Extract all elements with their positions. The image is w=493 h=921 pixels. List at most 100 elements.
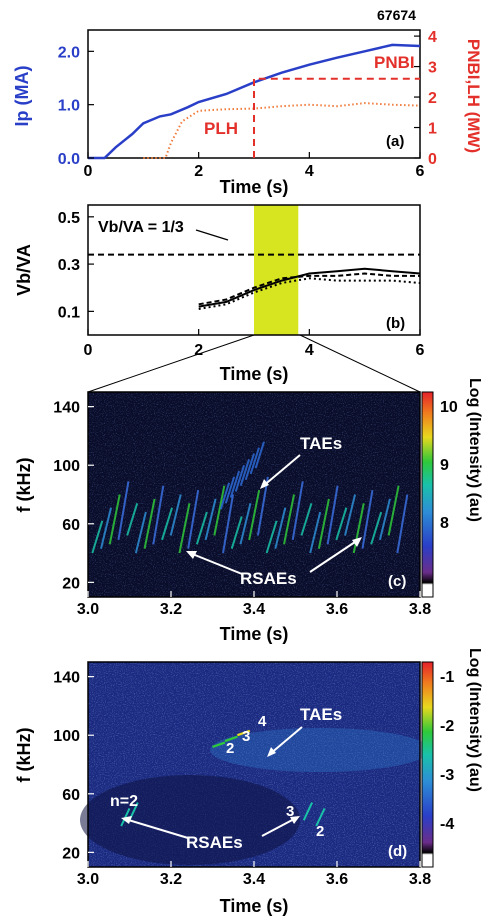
- panel-d-y-label: f (kHz): [14, 728, 34, 783]
- panel-a-x-label: Time (s): [220, 177, 289, 197]
- panel-b-x-label: Time (s): [220, 364, 289, 384]
- y-tick-label-right: 2: [428, 90, 437, 107]
- arrow-taes-c: [261, 454, 301, 488]
- rsae-mode-streak: [302, 802, 314, 821]
- arrowhead-rsaes-c-right: [352, 537, 362, 547]
- y-tick-label: 0.3: [58, 257, 80, 274]
- x-tick-label: 3.6: [326, 871, 348, 888]
- panel-c: 3.0 3.2 3.4 3.6 3.8 20 60 100 140 10 9 8 Log (Int…: [14, 378, 483, 644]
- y-tick-label: 140: [53, 670, 80, 687]
- rsae-streak: [187, 489, 200, 549]
- mode-label-n2: n=2: [110, 793, 138, 810]
- panel-a: 67674 0 2 4 6 0.0 1.0 2.0 0 1 2 3 4 Time (s) Ip (…: [12, 7, 483, 197]
- panel-d-colorbar-label: Log (Intensity) (au): [466, 648, 483, 792]
- panel-d-y-ticks: 20 60 100 140: [53, 670, 94, 862]
- tae-mode-streak: [224, 735, 238, 743]
- rsae-streak: [108, 494, 121, 545]
- rsae-streak: [178, 503, 191, 554]
- x-tick-label: 2: [194, 163, 203, 180]
- rsae-streak: [274, 507, 287, 549]
- zoom-line-right: [299, 334, 421, 393]
- tae-streak: [229, 470, 241, 498]
- colorbar-tick-label: -1: [440, 669, 454, 686]
- panel-d-x-label: Time (s): [220, 896, 289, 916]
- panel-a-y-ticks-left: 0.0 1.0 2.0: [58, 44, 94, 168]
- rsae-streak: [387, 485, 400, 536]
- arrowhead-rsaes-d-right: [290, 816, 300, 824]
- rsae-streak: [239, 503, 252, 545]
- arrowhead-rsaes-d-left: [121, 816, 132, 824]
- rsae-mode-streak: [315, 808, 326, 827]
- y-tick-label: 140: [53, 400, 80, 417]
- vb-va-series-3: [198, 277, 421, 310]
- panel-c-modes: [91, 441, 409, 554]
- y-tick-label-left: 1.0: [58, 98, 80, 115]
- panel-b-series: [198, 267, 421, 310]
- tae-streak: [239, 459, 250, 487]
- y-tick-label: 100: [53, 728, 80, 745]
- panel-d-dark-region: [80, 775, 300, 865]
- tae-streak: [249, 447, 260, 475]
- panel-c-colorbar-label: Log (Intensity) (au): [466, 378, 483, 522]
- rsae-streak: [126, 502, 139, 536]
- y-tick-label: 60: [62, 517, 80, 534]
- rsae-streak: [213, 485, 226, 536]
- y-tick-label-right: 3: [428, 60, 437, 77]
- panel-d-x-ticks: 3.0 3.2 3.4 3.6 3.8: [77, 861, 431, 888]
- colorbar-tick-label: -4: [440, 816, 454, 833]
- y-tick-label: 0.5: [58, 210, 80, 227]
- rsae-streak: [396, 494, 409, 554]
- rsae-streak: [248, 489, 261, 541]
- vb-va-series-2: [198, 272, 420, 306]
- mode-label-2: 2: [226, 740, 234, 757]
- x-tick-label: 3.4: [243, 601, 265, 618]
- panel-a-y-label-left: Ip (MA): [12, 66, 32, 127]
- arrow-rsaes-c-left: [189, 552, 243, 575]
- rsae-streak: [283, 494, 296, 545]
- vb-va-series-1: [198, 267, 421, 308]
- rsae-streak: [256, 476, 269, 536]
- x-tick-label: 4: [305, 342, 314, 359]
- series-ip: [88, 43, 421, 160]
- rsae-streak: [117, 481, 130, 541]
- arrowhead-rsaes-c-left: [186, 551, 197, 559]
- x-tick-label: 3.6: [326, 601, 348, 618]
- rsae-streak: [344, 494, 357, 536]
- colorbar-tick-label: 8: [440, 515, 449, 532]
- panel-a-y-ticks-right: 0 1 2 3 4: [414, 29, 437, 168]
- x-tick-label: 0: [84, 342, 93, 359]
- panel-d-colorbar: [421, 661, 434, 868]
- annotation-taes-d: TAEs: [300, 705, 342, 724]
- colorbar-tick-label: 10: [440, 399, 458, 416]
- annotation-plh: PLH: [204, 119, 238, 138]
- colorbar-tick-label: 9: [440, 457, 449, 474]
- tae-streak: [219, 482, 231, 510]
- panel-b-label: (b): [386, 315, 405, 332]
- mode-label-3: 3: [242, 728, 250, 745]
- rsae-streak: [265, 520, 278, 554]
- x-tick-label: 0: [84, 163, 93, 180]
- panel-c-x-label: Time (s): [220, 624, 289, 644]
- y-tick-label-left: 0.0: [58, 151, 80, 168]
- rsae-streak: [195, 511, 208, 545]
- y-tick-label-right: 0: [428, 151, 437, 168]
- y-tick-label: 20: [62, 575, 80, 592]
- rsae-streak: [326, 485, 339, 545]
- rsae-streak: [317, 498, 330, 549]
- x-tick-label: 3.0: [77, 601, 99, 618]
- x-tick-label: 3.2: [160, 601, 182, 618]
- panel-b-y-ticks: 0.1 0.3 0.5: [58, 210, 94, 321]
- x-tick-label: 3.2: [160, 871, 182, 888]
- panel-c-y-ticks: 20 60 100 140: [53, 400, 94, 592]
- x-tick-label: 3.0: [77, 871, 99, 888]
- tae-streak: [254, 441, 265, 469]
- tae-streak: [224, 476, 236, 504]
- panel-a-y-label-right: PNBI,LH (MW): [464, 39, 483, 153]
- colorbar-tick-label: -2: [440, 718, 454, 735]
- x-tick-label: 3.4: [243, 871, 265, 888]
- annotation-pnbi: PNBI: [374, 53, 415, 72]
- rsae-streak: [169, 494, 182, 536]
- panel-c-colorbar: [421, 391, 434, 598]
- panel-b-y-label: Vb/VA: [14, 244, 34, 296]
